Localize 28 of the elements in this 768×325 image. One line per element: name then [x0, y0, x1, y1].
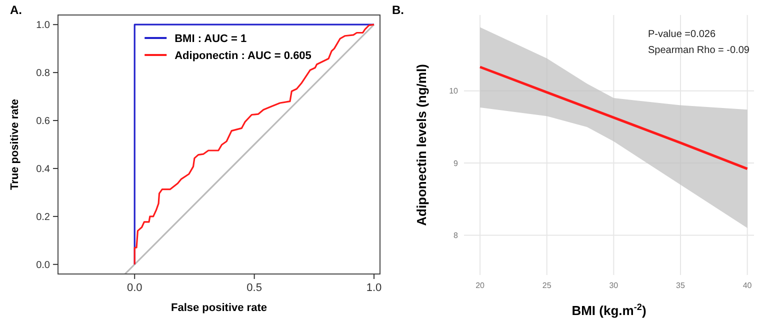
y-tick-label: 8 — [454, 231, 459, 240]
annotation: Spearman Rho = -0.09 — [648, 45, 750, 56]
y-axis-title: True positive rate — [9, 98, 21, 190]
y-tick-label: 9 — [454, 158, 459, 168]
x-tick-label: 1.0 — [366, 282, 382, 294]
x-tick-label: 0.0 — [126, 282, 142, 294]
y-tick-label: 0.6 — [36, 116, 50, 128]
line-series — [478, 66, 749, 170]
y-tick-label: 0.8 — [36, 68, 50, 80]
y-tick-label: 0.4 — [36, 164, 50, 175]
y-tick-label: 0.2 — [36, 212, 50, 223]
y-axis-title: Adiponectin levels (ng/ml) — [414, 64, 429, 226]
y-tick-label: 10 — [449, 86, 459, 96]
y-tick-label: 0.0 — [36, 260, 50, 271]
x-tick-label: 35 — [676, 281, 686, 290]
annotation: P-value =0.026 — [648, 29, 716, 40]
x-tick-label: 30 — [609, 281, 619, 290]
chart-title: A. — [10, 3, 22, 17]
legend-label: Adiponectin : AUC = 0.605 — [174, 50, 312, 62]
x-tick-label: 40 — [742, 281, 752, 290]
x-tick-label: 20 — [476, 281, 486, 290]
x-axis-title: BMI (kg.m$^{-2}$) — [572, 302, 646, 318]
chart-title: B. — [392, 3, 404, 17]
x-tick-label: 25 — [542, 281, 552, 290]
x-axis-title: False positive rate — [171, 302, 267, 314]
legend-label: BMI : AUC = 1 — [174, 32, 247, 45]
x-tick-label: 0.5 — [246, 282, 262, 294]
y-tick-label: 1.0 — [36, 20, 50, 32]
